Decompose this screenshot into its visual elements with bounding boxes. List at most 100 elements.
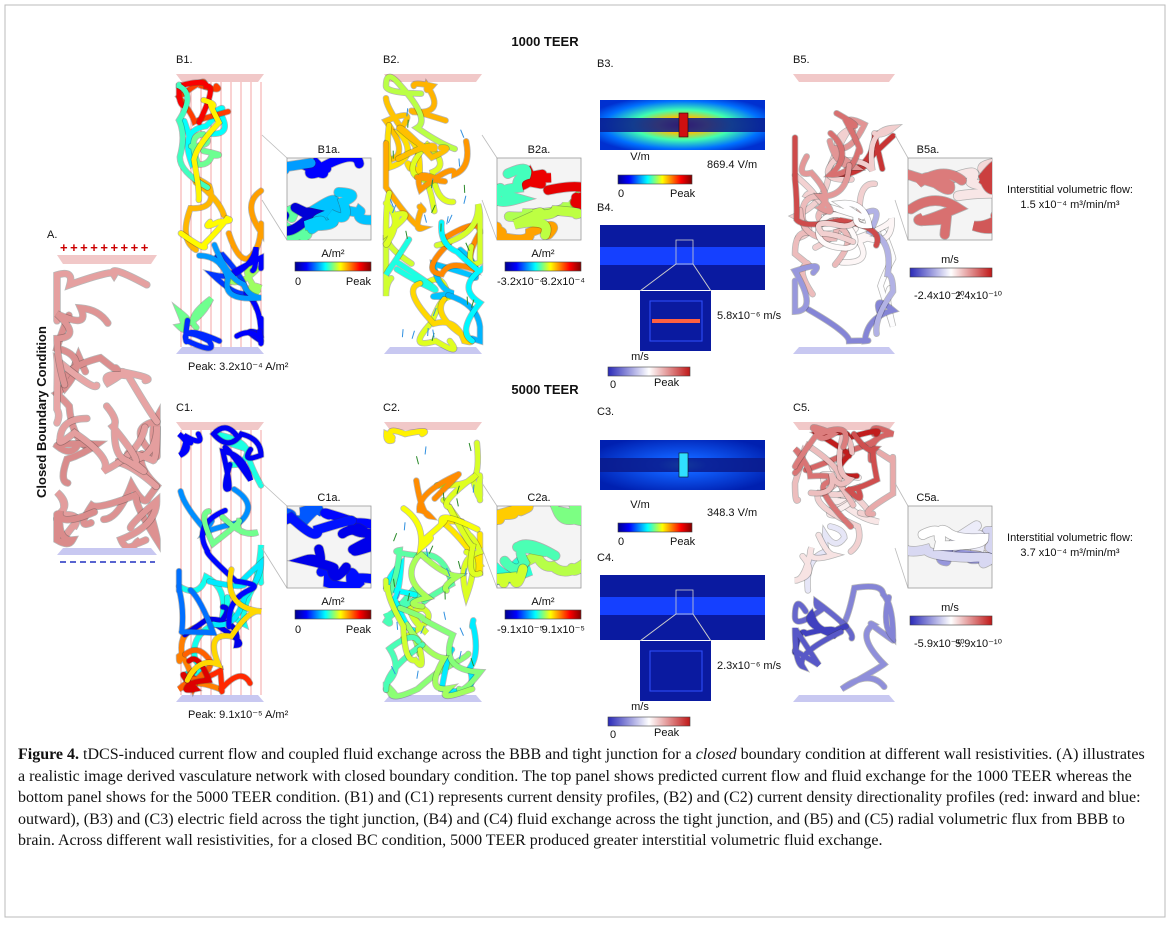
panel-label: B4.: [597, 202, 614, 214]
flow-arrow: [417, 671, 418, 679]
flow-arrow: [397, 622, 398, 630]
vessel: [386, 431, 424, 441]
colorbar: [505, 610, 581, 619]
electrode-bottom: [176, 695, 264, 702]
flux-value: 2.3x10⁻⁶ m/s: [717, 660, 782, 672]
flow-arrow: [460, 628, 464, 636]
zoom-line: [262, 548, 287, 588]
vessel-network: [795, 427, 893, 689]
electrode-top: [793, 74, 895, 82]
colorbar-max: Peak: [670, 536, 696, 548]
flux-band: [600, 597, 765, 615]
colorbar-min: 0: [618, 188, 624, 200]
colorbar: [505, 262, 581, 271]
zoom-line: [482, 135, 497, 158]
zoom-line: [482, 200, 497, 240]
vessel-network: [795, 113, 893, 341]
flow-arrow: [394, 533, 397, 541]
colorbar-max: 2.4x10⁻¹⁰: [955, 290, 1002, 302]
colorbar-unit: m/s: [941, 602, 959, 614]
panel-label: C1.: [176, 402, 193, 414]
flow-arrow: [408, 120, 409, 128]
inset-label: C5a.: [916, 492, 939, 504]
flow-arrow: [448, 215, 452, 223]
colorbar-max: Peak: [670, 188, 696, 200]
vessel: [795, 266, 817, 311]
colorbar-max: Peak: [346, 624, 372, 636]
flow-arrow: [457, 498, 459, 506]
row-title: 5000 TEER: [511, 382, 579, 397]
panel-label: B1.: [176, 54, 193, 66]
colorbar-unit: m/s: [631, 701, 649, 713]
flow-arrow: [469, 443, 471, 451]
caption-text: tDCS-induced current flow and coupled fl…: [83, 746, 692, 763]
inset-label: B5a.: [917, 144, 940, 156]
flow-arrow: [444, 612, 446, 620]
zoom-line: [262, 483, 287, 506]
page: 1000 TEER5000 TEERClosed Boundary Condit…: [0, 0, 1171, 932]
panel-label: B2.: [383, 54, 400, 66]
colorbar: [910, 616, 992, 625]
colorbar-unit: m/s: [631, 351, 649, 363]
colorbar-min: -3.2x10⁻⁴: [497, 276, 544, 288]
flow-title: Interstitial volumetric flow:: [1007, 532, 1133, 544]
panel-label: B3.: [597, 58, 614, 70]
flow-arrow: [464, 196, 466, 204]
inset-label: B1a.: [318, 144, 341, 156]
inset-label: B2a.: [528, 144, 551, 156]
electrode-bottom: [57, 548, 157, 555]
flow-arrow: [447, 216, 448, 224]
colorbar-unit: V/m: [630, 151, 650, 163]
flow-arrow: [458, 561, 460, 569]
colorbar-max: 5.9x10⁻¹⁰: [955, 638, 1002, 650]
flow-arrow: [473, 485, 474, 493]
peak-note: Peak: 3.2x10⁻⁴ A/m²: [188, 361, 289, 373]
colorbar-min: -9.1x10⁻⁵: [497, 624, 544, 636]
caption-label: Figure 4.: [18, 746, 79, 763]
inset-label: C2a.: [527, 492, 550, 504]
colorbar: [608, 717, 690, 726]
flow-title: Interstitial volumetric flow:: [1007, 184, 1133, 196]
colorbar-min: 0: [610, 379, 616, 391]
zoom-line: [895, 548, 908, 588]
colorbar: [618, 523, 692, 532]
colorbar-max: 3.2x10⁻⁴: [541, 276, 585, 288]
flow-arrow: [416, 456, 418, 464]
colorbar-min: 0: [618, 536, 624, 548]
flux-band: [600, 247, 765, 265]
colorbar-unit: A/m²: [531, 248, 555, 260]
panel-label: C2.: [383, 402, 400, 414]
flow-arrow: [402, 329, 403, 337]
flow-arrow: [425, 446, 426, 454]
electrode-bottom: [384, 347, 482, 354]
colorbar-min: 0: [295, 624, 301, 636]
panel-label: C3.: [597, 406, 614, 418]
colorbar-unit: A/m²: [321, 248, 345, 260]
caption: Figure 4. tDCS-induced current flow and …: [18, 744, 1150, 852]
colorbar-unit: m/s: [941, 254, 959, 266]
zoom-line: [895, 135, 908, 158]
panel-label: C4.: [597, 552, 614, 564]
field-value: 348.3 V/m: [707, 507, 757, 519]
vessel: [558, 506, 591, 521]
row-title: 1000 TEER: [511, 34, 579, 49]
electrode-bottom: [793, 347, 895, 354]
peak-note: Peak: 9.1x10⁻⁵ A/m²: [188, 709, 289, 721]
flow-value: 3.7 x10⁻⁴ m³/min/m³: [1020, 547, 1119, 559]
flux-inset: [640, 641, 711, 701]
electrode-top: [57, 255, 157, 264]
colorbar: [910, 268, 992, 277]
electrode-bottom: [793, 695, 895, 702]
zoom-line: [262, 200, 287, 240]
flux-peak: [652, 319, 700, 323]
flow-arrow: [412, 331, 414, 339]
colorbar-max: 9.1x10⁻⁵: [542, 624, 585, 636]
zoom-line: [482, 548, 497, 588]
tight-junction: [679, 113, 688, 137]
colorbar-max: Peak: [654, 727, 680, 739]
flow-arrow: [428, 328, 429, 336]
zoom-line: [895, 483, 908, 506]
zoom-line: [262, 135, 287, 158]
colorbar: [295, 610, 371, 619]
zoom-line: [895, 200, 908, 240]
